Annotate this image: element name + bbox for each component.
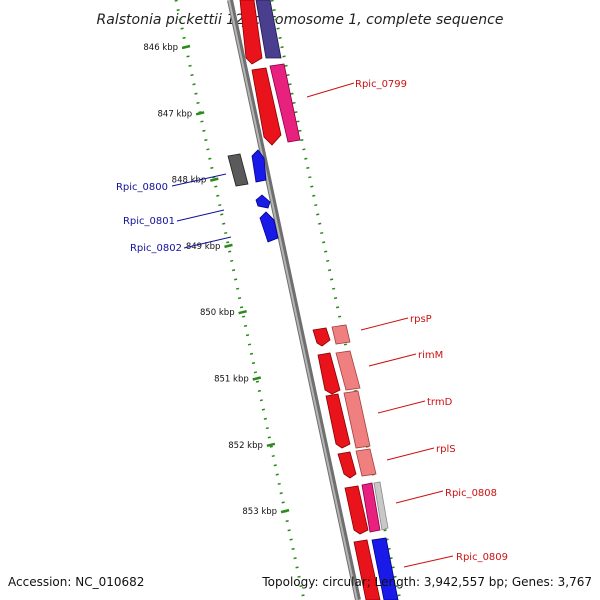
gene-block [317,352,341,395]
ruler-tick-label: 849 kbp [186,242,221,252]
map-title: Ralstonia pickettii 12J chromosome 1, co… [97,12,504,28]
gene-labels: Rpic_0799 rpsP rimM trmD rplS Rpic_0808 … [116,79,508,563]
cds-block [331,324,351,345]
gene-block [312,327,331,347]
gene-label-rpsp: rpsP [410,314,432,325]
gene-block [337,451,357,479]
ruler-tick [181,44,191,50]
cds-block [355,448,377,477]
ruler-tick [238,309,247,315]
cds-block [361,482,381,533]
ruler-tick [252,376,262,381]
ruler-ticks: 846 kbp 847 kbp 848 kbp 849 kbp 850 kbp 851 k… [143,43,290,517]
ruler-tick-label: 850 kbp [200,308,235,318]
gene-label-rpic-0800: Rpic_0800 [116,182,168,193]
ruler-tick [195,111,205,116]
ruler-tick-label: 846 kbp [143,43,178,53]
cds-block [373,481,389,531]
gene-block [251,67,282,146]
gene-block [239,0,263,65]
gene-label-rpls: rplS [436,444,456,455]
ruler-tick-label: 852 kbp [228,441,263,451]
accession-text: Accession: NC_010682 [8,575,144,589]
leader-lines [171,82,454,568]
cds-block [335,350,361,391]
gene-label-rpic-0808: Rpic_0808 [445,488,497,499]
gene-block [251,149,267,183]
chromosome-backbone [227,0,361,600]
gene-block [344,485,369,535]
cds-block [255,0,282,59]
cds-block [371,537,399,600]
ruler-tick-label: 853 kbp [242,507,277,517]
gene-label-rpic-0801: Rpic_0801 [123,216,175,227]
summary-text: Topology: circular; Length: 3,942,557 bp… [261,575,592,589]
gene-label-trmd: trmD [427,397,453,408]
ruler-tick-label: 848 kbp [172,176,207,186]
cds-block [269,63,301,143]
ruler-tick [266,442,276,448]
ruler-tick [210,177,219,182]
gene-block [259,211,279,243]
gene-features [227,0,399,600]
cds-block [227,153,249,187]
gene-block [325,393,351,449]
ruler-tick [280,508,290,514]
ruler-tick-label: 851 kbp [214,375,249,385]
gene-block [353,539,381,600]
gene-label-rpic-0802: Rpic_0802 [130,243,182,254]
ruler-tick-label: 847 kbp [158,109,193,119]
gene-label-rimm: rimM [418,350,443,361]
gene-label-rpic-0809: Rpic_0809 [456,552,508,563]
gene-label-rpic-0799: Rpic_0799 [355,79,407,90]
ruler-tick [224,243,233,249]
gene-block [255,194,271,209]
cds-block [343,390,371,449]
